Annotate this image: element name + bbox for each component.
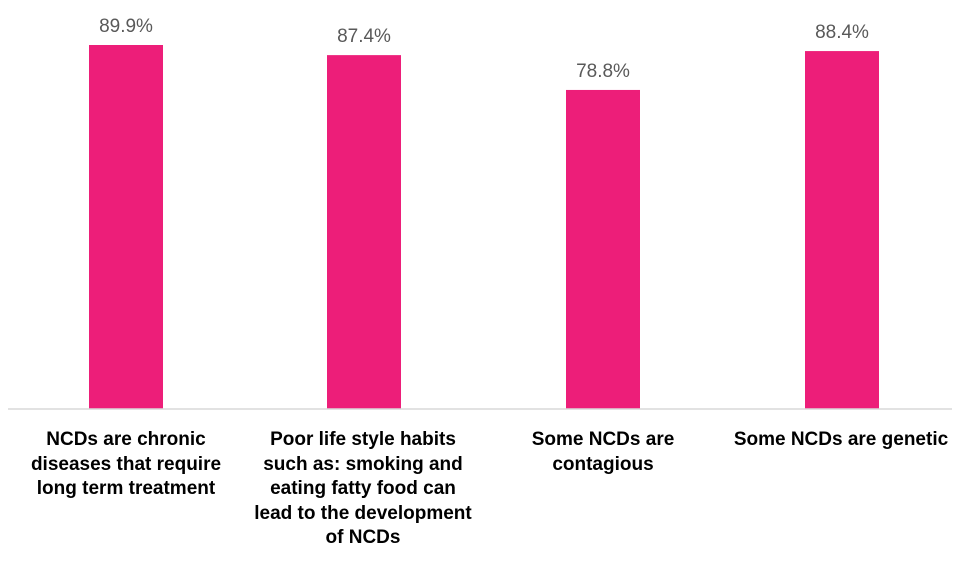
bar-2 — [327, 55, 401, 410]
category-label-2: Poor life style habits such as: smoking … — [254, 429, 472, 548]
category-label-4: Some NCDs are genetic — [733, 429, 949, 450]
value-label-1: 89.9% — [99, 16, 153, 37]
value-label-3: 78.8% — [576, 61, 630, 82]
value-labels-group: 89.9% 87.4% 78.8% 88.4% — [99, 16, 869, 82]
value-label-4: 88.4% — [815, 22, 869, 43]
bars-group — [89, 45, 879, 410]
category-label-1: NCDs are chronic diseases that require l… — [30, 429, 222, 499]
bar-4 — [805, 51, 879, 409]
value-label-2: 87.4% — [337, 26, 391, 47]
bar-3 — [566, 89, 640, 409]
bar-1 — [89, 45, 163, 409]
category-label-3: Some NCDs are contagious — [531, 429, 675, 475]
